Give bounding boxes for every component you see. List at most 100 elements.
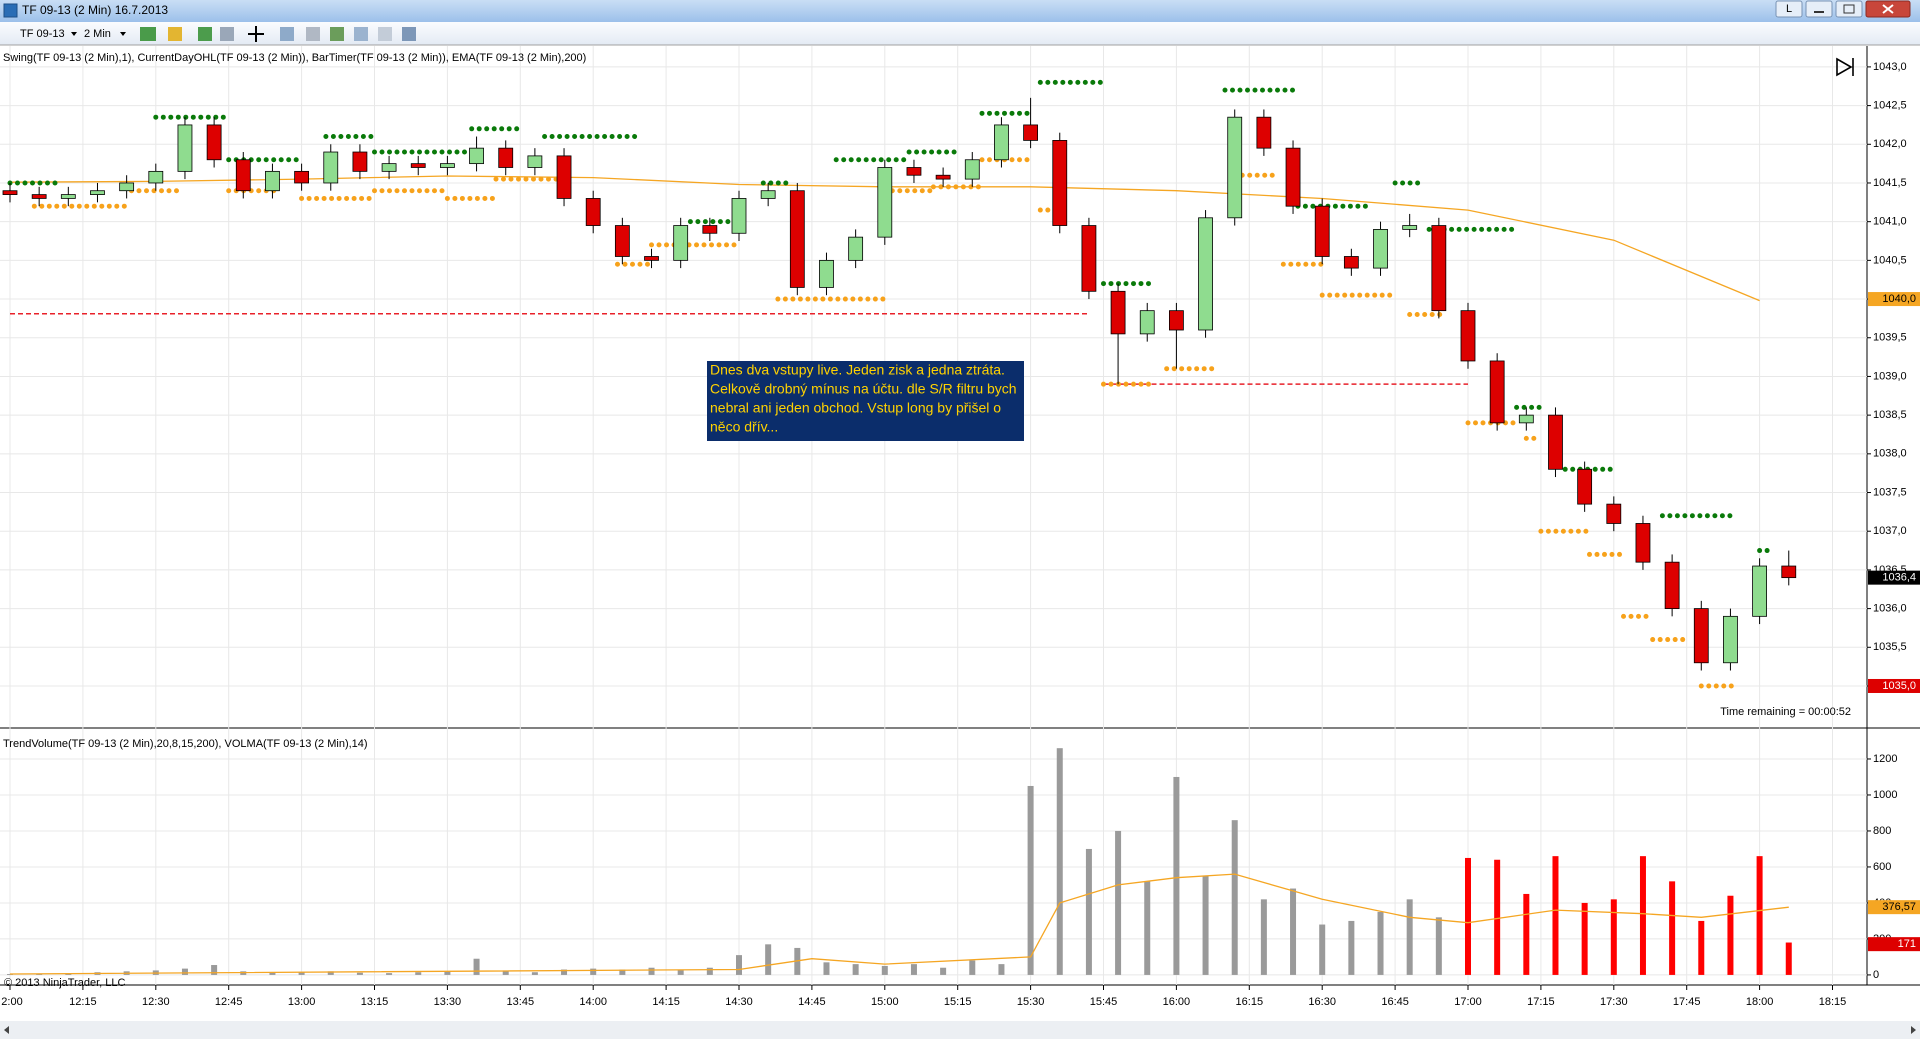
time-remaining: Time remaining = 00:00:52: [1720, 706, 1851, 718]
properties-button[interactable]: [306, 27, 320, 41]
price-marker: [1868, 900, 1920, 915]
candle-body: [1285, 147, 1301, 207]
volume-bar: [998, 964, 1005, 975]
bar-type-button[interactable]: [140, 27, 156, 41]
x-tick-label: 14:15: [652, 996, 680, 1008]
horizontal-scrollbar[interactable]: [0, 1021, 1920, 1039]
volume-bar: [1056, 748, 1063, 975]
zoom-button[interactable]: [280, 27, 294, 41]
volume-bar: [1435, 917, 1442, 975]
volume-bar: [269, 972, 276, 975]
playback-icon[interactable]: [1836, 57, 1854, 77]
candle-body: [1023, 124, 1038, 141]
toolbar: [0, 22, 1920, 45]
x-tick-label: 16:00: [1163, 996, 1191, 1008]
x-tick-label: 13:30: [434, 996, 462, 1008]
candle-body: [498, 147, 514, 168]
x-tick-label: 15:15: [944, 996, 972, 1008]
y-tick-label: 1036,0: [1873, 603, 1907, 615]
candle-body: [819, 259, 834, 288]
y-tick-label: 1000: [1873, 789, 1897, 801]
title-bar: [0, 0, 1920, 22]
image-button[interactable]: [330, 27, 344, 41]
maximize-button[interactable]: [1835, 0, 1863, 18]
lock-label[interactable]: L: [1786, 3, 1792, 15]
price-marker: [1868, 937, 1920, 952]
plot: 1035,01035,51036,01036,51037,01037,51038…: [1, 61, 1920, 1008]
candle-body: [527, 155, 543, 168]
annotation-box[interactable]: [707, 361, 1024, 441]
y-tick-label: 800: [1873, 825, 1891, 837]
crosshair-button[interactable]: [248, 26, 264, 42]
volume-bar: [386, 973, 393, 975]
dropdown-arrow: [120, 32, 126, 36]
candle-body: [1314, 205, 1330, 257]
candle-body: [994, 124, 1009, 161]
add-indicator-button[interactable]: [198, 27, 212, 41]
candle-body: [1198, 217, 1213, 331]
candle-body: [877, 167, 893, 238]
volume-bar: [1727, 895, 1734, 975]
volume-bar: [1231, 820, 1238, 975]
candle-body: [702, 225, 718, 234]
x-tick-label: 13:00: [288, 996, 316, 1008]
volume-bar: [444, 971, 451, 975]
volume-indicator-label: TrendVolume(TF 09-13 (2 Min),20,8,15,200…: [3, 738, 368, 750]
candle-body: [265, 170, 280, 192]
window-title: TF 09-13 (2 Min) 16.7.2013: [22, 3, 168, 17]
volume-bar: [823, 962, 830, 975]
instrument-selector[interactable]: TF 09-13: [20, 28, 65, 40]
y-tick-label: 1041,5: [1873, 177, 1907, 189]
x-tick-label: 14:30: [725, 996, 753, 1008]
volume-bar: [1669, 881, 1676, 975]
candle-body: [439, 163, 455, 168]
scroll-right[interactable]: [1911, 1026, 1916, 1034]
volume-bar: [1290, 888, 1297, 975]
drawing-tool-button[interactable]: [168, 27, 182, 41]
dropdown-arrow: [71, 32, 77, 36]
candle-body: [1052, 140, 1068, 226]
y-tick-label: 1040,5: [1873, 254, 1907, 266]
price-marker-label: 376,57: [1882, 901, 1916, 913]
interval-selector[interactable]: 2 Min: [84, 28, 111, 40]
volume-bar: [648, 967, 655, 975]
candle-body: [1110, 290, 1126, 335]
plot-area: [0, 46, 1867, 985]
window-button[interactable]: [354, 27, 368, 41]
volume-bar: [473, 958, 480, 975]
candle-body: [323, 151, 339, 184]
x-tick-label: 13:15: [361, 996, 389, 1008]
strategy-button[interactable]: [220, 27, 234, 41]
candle-body: [848, 236, 864, 261]
volume-bar: [561, 969, 568, 975]
volume-bar: [531, 972, 538, 975]
volume-bar: [1639, 856, 1646, 975]
volume-bar: [1552, 856, 1559, 975]
candle-body: [1256, 116, 1272, 149]
main-indicator-label: Swing(TF 09-13 (2 Min),1), CurrentDayOHL…: [3, 52, 586, 64]
volume-bar: [765, 944, 772, 975]
x-tick-label: 13:45: [507, 996, 535, 1008]
y-tick-label: 600: [1873, 861, 1891, 873]
candle-body: [1169, 310, 1184, 331]
data-box-button[interactable]: [402, 27, 416, 41]
volume-bar: [1202, 875, 1209, 975]
lock-button[interactable]: [1775, 0, 1803, 18]
print-button[interactable]: [378, 27, 392, 41]
volume-bar: [1085, 848, 1092, 975]
x-tick-label: 17:15: [1527, 996, 1555, 1008]
candle-body: [1139, 310, 1155, 335]
y-tick-label: 1041,0: [1873, 216, 1907, 228]
volume-bar: [356, 972, 363, 975]
volume-bar: [1698, 920, 1705, 975]
candle-body: [1431, 225, 1447, 312]
candle-body: [1723, 615, 1738, 664]
minimize-button[interactable]: [1805, 0, 1833, 18]
y-tick-label: 1038,5: [1873, 409, 1907, 421]
scroll-left[interactable]: [4, 1026, 9, 1034]
price-marker-label: 1036,4: [1882, 572, 1916, 584]
candle-body: [90, 190, 105, 195]
price-marker: [1868, 292, 1920, 307]
x-tick-label: 16:30: [1308, 996, 1336, 1008]
volume-bar: [502, 970, 509, 975]
